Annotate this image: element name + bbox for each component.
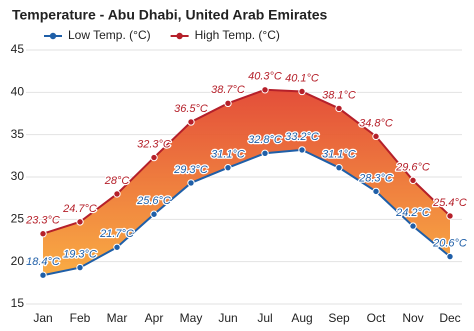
data-point: [76, 263, 84, 272]
y-tick-label: 15: [11, 296, 25, 310]
legend-label: High Temp. (°C): [195, 28, 280, 42]
legend-marker: [49, 32, 57, 40]
data-point: [224, 99, 232, 108]
x-tick-label: Jan: [33, 311, 52, 325]
data-label: 29.3°C: [173, 164, 208, 176]
x-tick-label: Dec: [439, 311, 460, 325]
data-label: 28.3°C: [358, 172, 393, 184]
data-point: [113, 243, 121, 251]
data-point: [409, 222, 417, 230]
data-point: [39, 230, 47, 238]
data-label: 25.6°C: [136, 195, 171, 207]
data-point: [76, 218, 84, 226]
data-point: [187, 118, 195, 126]
data-label: 25.4°C: [432, 197, 467, 209]
legend-item: Low Temp. (°C): [44, 28, 151, 42]
x-tick-label: Jul: [257, 311, 272, 325]
data-label: 18.4°C: [26, 256, 60, 268]
data-point: [446, 252, 454, 261]
y-tick-label: 30: [11, 169, 25, 183]
data-label: 32.8°C: [248, 134, 282, 146]
data-point: [261, 149, 269, 157]
legend-label: Low Temp. (°C): [68, 28, 151, 42]
y-tick-label: 40: [11, 85, 25, 99]
data-point: [409, 176, 417, 185]
chart-title: Temperature - Abu Dhabi, United Arab Emi…: [12, 7, 328, 23]
data-label: 28°C: [104, 175, 130, 187]
y-tick-label: 35: [11, 127, 25, 141]
legend-item: High Temp. (°C): [170, 28, 280, 42]
series-line: [42, 88, 451, 235]
data-point: [113, 190, 121, 198]
legend-marker: [176, 32, 183, 40]
data-point: [261, 86, 269, 94]
data-point: [372, 187, 380, 196]
data-label: 31.1°C: [322, 149, 356, 161]
data-label: 24.2°C: [395, 207, 430, 219]
data-label: 34.8°C: [359, 117, 393, 129]
y-tick-label: 20: [11, 254, 25, 268]
y-tick-label: 25: [11, 212, 25, 226]
data-label: 38.1°C: [322, 89, 356, 101]
data-point: [372, 132, 380, 141]
data-point: [39, 271, 47, 279]
data-label: 40.3°C: [248, 71, 282, 83]
data-point: [335, 163, 343, 172]
data-label: 40.1°C: [285, 72, 319, 84]
x-tick-label: May: [180, 311, 203, 325]
range-area: [43, 89, 450, 276]
data-label: 29.6°C: [395, 161, 430, 173]
y-tick-label: 45: [11, 42, 25, 56]
x-tick-label: Apr: [145, 311, 164, 325]
data-label: 19.3°C: [63, 248, 97, 260]
x-tick-label: Mar: [107, 311, 128, 325]
data-point: [446, 212, 454, 220]
data-label: 23.3°C: [25, 215, 60, 227]
x-tick-label: Jun: [218, 311, 237, 325]
data-point: [298, 146, 306, 154]
series-line: [42, 148, 451, 277]
data-label: 33.2°C: [285, 131, 319, 143]
data-label: 36.5°C: [174, 103, 208, 115]
data-label: 21.7°C: [99, 228, 134, 240]
data-label: 20.6°C: [432, 237, 467, 249]
x-tick-label: Feb: [70, 311, 91, 325]
x-tick-label: Nov: [402, 311, 423, 325]
data-point: [335, 104, 343, 113]
data-point: [150, 210, 158, 218]
x-tick-label: Aug: [291, 311, 312, 325]
data-label: 31.1°C: [211, 149, 245, 161]
data-point: [150, 153, 158, 162]
x-tick-label: Oct: [367, 311, 386, 325]
data-point: [224, 163, 232, 172]
data-point: [187, 179, 195, 187]
data-label: 24.7°C: [62, 203, 97, 215]
data-label: 32.3°C: [137, 138, 171, 150]
data-point: [298, 87, 306, 96]
data-label: 38.7°C: [211, 84, 245, 96]
x-tick-label: Sep: [328, 311, 350, 325]
